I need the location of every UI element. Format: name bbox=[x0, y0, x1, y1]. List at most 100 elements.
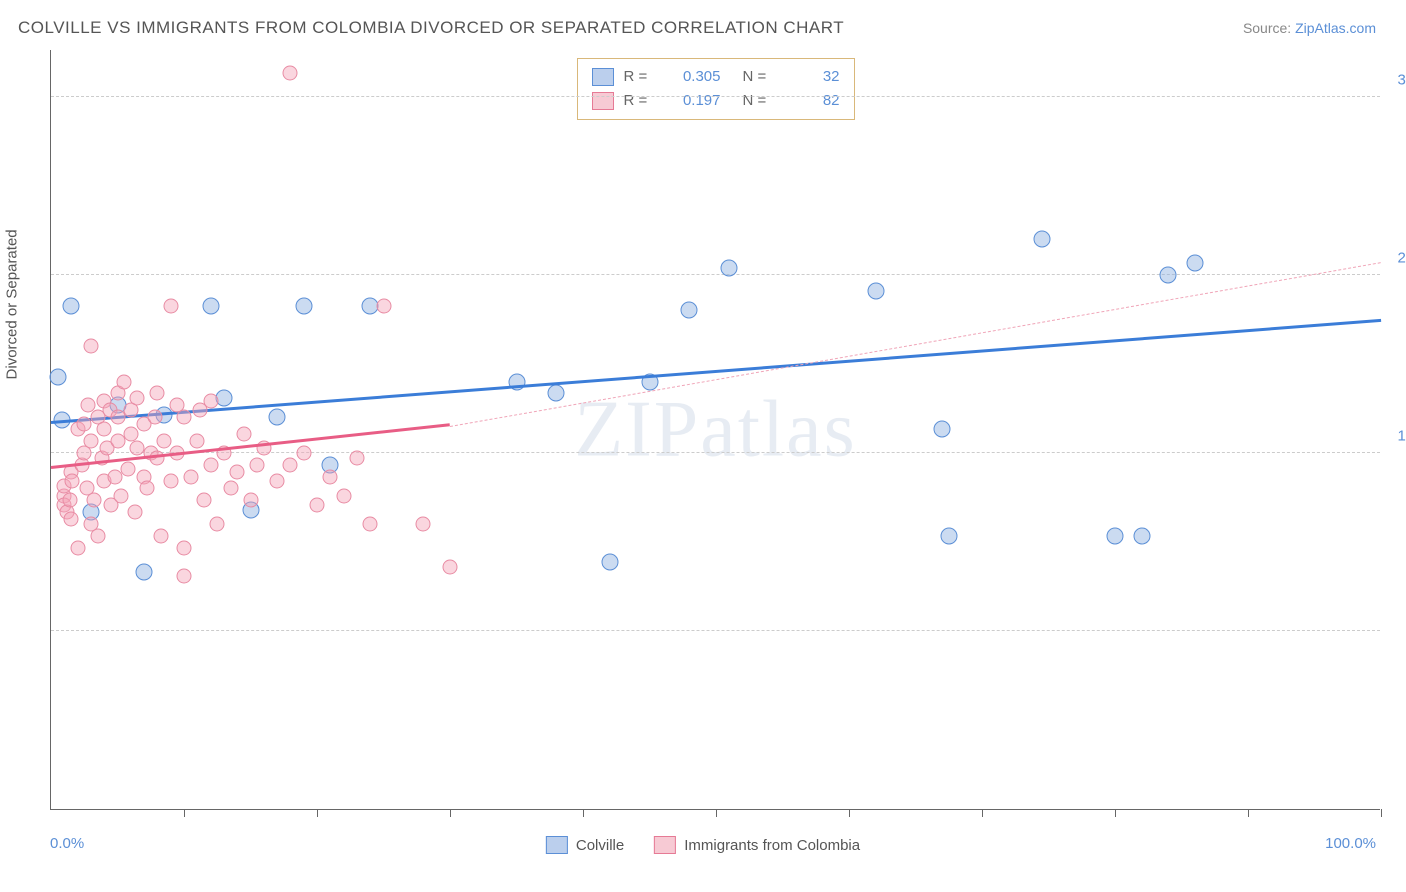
y-tick-label: 15.0% bbox=[1397, 427, 1406, 444]
legend-item: Immigrants from Colombia bbox=[654, 836, 860, 854]
data-point bbox=[123, 426, 138, 441]
data-point bbox=[283, 457, 298, 472]
data-point bbox=[349, 450, 364, 465]
correlation-legend: R = 0.305 N = 32 R = 0.197 N = 82 bbox=[577, 58, 855, 120]
data-point bbox=[416, 517, 431, 532]
data-point bbox=[296, 445, 311, 460]
data-point bbox=[90, 528, 105, 543]
data-point bbox=[721, 259, 738, 276]
data-point bbox=[190, 433, 205, 448]
gridline bbox=[51, 96, 1380, 97]
data-point bbox=[323, 469, 338, 484]
r-value: 0.197 bbox=[666, 89, 721, 113]
y-tick-label: 22.5% bbox=[1397, 249, 1406, 266]
data-point bbox=[443, 559, 458, 574]
data-point bbox=[1107, 527, 1124, 544]
data-point bbox=[270, 474, 285, 489]
data-point bbox=[177, 569, 192, 584]
data-point bbox=[601, 554, 618, 571]
x-tick bbox=[450, 809, 451, 817]
n-label: N = bbox=[743, 65, 775, 89]
data-point bbox=[376, 298, 391, 313]
source-link[interactable]: ZipAtlas.com bbox=[1295, 20, 1376, 36]
data-point bbox=[336, 488, 351, 503]
data-point bbox=[310, 498, 325, 513]
data-point bbox=[62, 297, 79, 314]
data-point bbox=[97, 422, 112, 437]
data-point bbox=[230, 464, 245, 479]
data-point bbox=[210, 517, 225, 532]
data-point bbox=[295, 297, 312, 314]
scatter-chart: ZIPatlas R =0.305N =32R =0.197N =82 7.5%… bbox=[50, 50, 1380, 810]
n-value: 32 bbox=[785, 65, 840, 89]
data-point bbox=[86, 493, 101, 508]
legend-swatch bbox=[654, 836, 676, 854]
data-point bbox=[283, 65, 298, 80]
n-label: N = bbox=[743, 89, 775, 113]
data-point bbox=[1160, 266, 1177, 283]
source-label: Source: bbox=[1243, 20, 1291, 36]
data-point bbox=[62, 493, 77, 508]
data-point bbox=[269, 409, 286, 426]
data-point bbox=[243, 493, 258, 508]
x-tick bbox=[849, 809, 850, 817]
x-tick bbox=[317, 809, 318, 817]
gridline bbox=[51, 630, 1380, 631]
r-label: R = bbox=[624, 89, 656, 113]
data-point bbox=[147, 410, 162, 425]
x-tick bbox=[1115, 809, 1116, 817]
data-point bbox=[127, 505, 142, 520]
data-point bbox=[49, 368, 66, 385]
legend-item: Colville bbox=[546, 836, 624, 854]
data-point bbox=[867, 283, 884, 300]
data-point bbox=[363, 517, 378, 532]
x-tick bbox=[583, 809, 584, 817]
legend-row: R = 0.305 N = 32 bbox=[592, 65, 840, 89]
data-point bbox=[177, 540, 192, 555]
data-point bbox=[139, 481, 154, 496]
gridline bbox=[51, 452, 1380, 453]
data-point bbox=[177, 410, 192, 425]
trend-line bbox=[51, 319, 1381, 424]
data-point bbox=[196, 493, 211, 508]
data-point bbox=[203, 393, 218, 408]
data-point bbox=[202, 297, 219, 314]
data-point bbox=[203, 457, 218, 472]
data-point bbox=[130, 391, 145, 406]
y-tick-label: 30.0% bbox=[1397, 71, 1406, 88]
x-axis-min-label: 0.0% bbox=[50, 835, 84, 852]
chart-title: COLVILLE VS IMMIGRANTS FROM COLOMBIA DIV… bbox=[18, 18, 844, 38]
n-value: 82 bbox=[785, 89, 840, 113]
data-point bbox=[223, 481, 238, 496]
data-point bbox=[183, 469, 198, 484]
data-point bbox=[65, 474, 80, 489]
source-attribution: Source: ZipAtlas.com bbox=[1243, 20, 1376, 36]
data-point bbox=[250, 457, 265, 472]
data-point bbox=[548, 385, 565, 402]
series-legend: Colville Immigrants from Colombia bbox=[546, 836, 860, 854]
data-point bbox=[681, 302, 698, 319]
data-point bbox=[1186, 254, 1203, 271]
legend-swatch bbox=[546, 836, 568, 854]
gridline bbox=[51, 274, 1380, 275]
data-point bbox=[83, 433, 98, 448]
legend-row: R = 0.197 N = 82 bbox=[592, 89, 840, 113]
legend-label: Colville bbox=[576, 837, 624, 854]
chart-header: COLVILLE VS IMMIGRANTS FROM COLOMBIA DIV… bbox=[0, 0, 1406, 48]
data-point bbox=[121, 462, 136, 477]
data-point bbox=[83, 338, 98, 353]
legend-swatch bbox=[592, 68, 614, 86]
data-point bbox=[136, 563, 153, 580]
x-tick bbox=[716, 809, 717, 817]
data-point bbox=[1133, 527, 1150, 544]
r-value: 0.305 bbox=[666, 65, 721, 89]
data-point bbox=[163, 298, 178, 313]
data-point bbox=[1033, 231, 1050, 248]
data-point bbox=[157, 433, 172, 448]
y-axis-label: Divorced or Separated bbox=[4, 229, 21, 379]
x-tick bbox=[1248, 809, 1249, 817]
r-label: R = bbox=[624, 65, 656, 89]
data-point bbox=[114, 488, 129, 503]
data-point bbox=[163, 474, 178, 489]
x-tick bbox=[184, 809, 185, 817]
